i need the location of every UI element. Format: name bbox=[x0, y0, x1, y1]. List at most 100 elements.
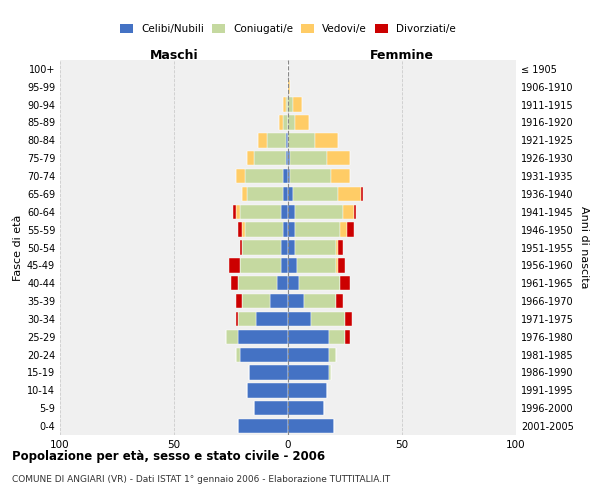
Bar bbox=[331, 169, 350, 183]
Bar bbox=[247, 187, 283, 201]
Bar bbox=[295, 116, 308, 130]
Bar bbox=[311, 312, 345, 326]
Bar bbox=[240, 204, 281, 219]
Bar bbox=[233, 204, 236, 219]
Bar bbox=[229, 258, 240, 272]
Y-axis label: Fasce di età: Fasce di età bbox=[13, 214, 23, 280]
Bar bbox=[288, 312, 311, 326]
Bar bbox=[288, 222, 295, 237]
Bar bbox=[242, 222, 245, 237]
Bar bbox=[338, 240, 343, 254]
Bar bbox=[236, 312, 238, 326]
Bar bbox=[345, 312, 352, 326]
Bar bbox=[247, 151, 254, 166]
Bar bbox=[340, 222, 347, 237]
Bar bbox=[242, 240, 281, 254]
Bar bbox=[236, 348, 240, 362]
Bar bbox=[295, 240, 336, 254]
Bar bbox=[345, 330, 350, 344]
Bar bbox=[245, 222, 283, 237]
Bar bbox=[347, 222, 354, 237]
Bar bbox=[283, 169, 288, 183]
Bar bbox=[293, 98, 302, 112]
Bar bbox=[297, 258, 336, 272]
Bar bbox=[268, 133, 286, 148]
Bar bbox=[288, 401, 325, 415]
Bar bbox=[304, 294, 336, 308]
Bar bbox=[288, 258, 297, 272]
Bar bbox=[249, 366, 288, 380]
Bar bbox=[288, 419, 334, 433]
Bar bbox=[288, 98, 293, 112]
Bar bbox=[295, 222, 340, 237]
Bar bbox=[281, 240, 288, 254]
Bar bbox=[288, 187, 293, 201]
Bar bbox=[245, 169, 283, 183]
Bar bbox=[277, 276, 288, 290]
Bar bbox=[288, 294, 304, 308]
Bar bbox=[299, 276, 340, 290]
Bar bbox=[226, 330, 238, 344]
Bar bbox=[336, 258, 338, 272]
Bar bbox=[338, 187, 361, 201]
Bar bbox=[288, 383, 327, 398]
Text: Maschi: Maschi bbox=[149, 49, 199, 62]
Bar bbox=[288, 204, 295, 219]
Y-axis label: Anni di nascita: Anni di nascita bbox=[579, 206, 589, 289]
Bar bbox=[283, 98, 286, 112]
Bar bbox=[242, 187, 247, 201]
Bar bbox=[240, 348, 288, 362]
Bar bbox=[281, 204, 288, 219]
Bar bbox=[283, 116, 288, 130]
Bar bbox=[238, 222, 242, 237]
Bar bbox=[288, 366, 329, 380]
Bar bbox=[329, 330, 345, 344]
Bar bbox=[329, 348, 336, 362]
Bar bbox=[238, 419, 288, 433]
Bar bbox=[338, 258, 345, 272]
Text: Femmine: Femmine bbox=[370, 49, 434, 62]
Bar bbox=[279, 116, 283, 130]
Bar bbox=[288, 348, 329, 362]
Bar bbox=[256, 312, 288, 326]
Bar bbox=[288, 276, 299, 290]
Bar bbox=[236, 204, 240, 219]
Bar bbox=[327, 151, 350, 166]
Bar bbox=[288, 240, 295, 254]
Bar bbox=[288, 169, 290, 183]
Bar bbox=[286, 98, 288, 112]
Legend: Celibi/Nubili, Coniugati/e, Vedovi/e, Divorziati/e: Celibi/Nubili, Coniugati/e, Vedovi/e, Di… bbox=[116, 20, 460, 38]
Bar bbox=[288, 116, 295, 130]
Bar bbox=[286, 151, 288, 166]
Bar bbox=[254, 151, 286, 166]
Bar bbox=[293, 187, 338, 201]
Bar bbox=[290, 169, 331, 183]
Text: COMUNE DI ANGIARI (VR) - Dati ISTAT 1° gennaio 2006 - Elaborazione TUTTITALIA.IT: COMUNE DI ANGIARI (VR) - Dati ISTAT 1° g… bbox=[12, 475, 390, 484]
Bar bbox=[354, 204, 356, 219]
Bar bbox=[336, 294, 343, 308]
Bar bbox=[290, 151, 327, 166]
Bar bbox=[288, 151, 290, 166]
Bar bbox=[231, 276, 238, 290]
Bar bbox=[295, 204, 343, 219]
Bar bbox=[286, 133, 288, 148]
Bar bbox=[238, 276, 277, 290]
Bar bbox=[329, 366, 331, 380]
Bar bbox=[236, 169, 245, 183]
Text: Popolazione per età, sesso e stato civile - 2006: Popolazione per età, sesso e stato civil… bbox=[12, 450, 325, 463]
Bar bbox=[238, 312, 256, 326]
Bar bbox=[270, 294, 288, 308]
Bar bbox=[288, 80, 290, 94]
Bar bbox=[343, 204, 354, 219]
Bar bbox=[240, 258, 281, 272]
Bar bbox=[340, 276, 350, 290]
Bar bbox=[259, 133, 268, 148]
Bar bbox=[240, 240, 242, 254]
Bar bbox=[236, 294, 242, 308]
Bar bbox=[283, 222, 288, 237]
Bar bbox=[361, 187, 363, 201]
Bar bbox=[242, 294, 270, 308]
Bar bbox=[316, 133, 338, 148]
Bar bbox=[281, 258, 288, 272]
Bar bbox=[247, 383, 288, 398]
